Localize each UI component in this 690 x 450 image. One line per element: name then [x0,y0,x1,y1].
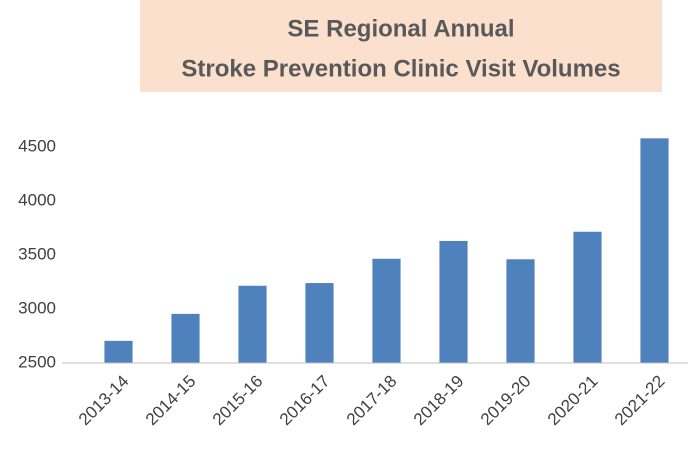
x-tick-label: 2021-22 [611,372,669,430]
y-tick-label: 3000 [18,298,56,317]
bar [305,283,334,363]
chart-title: Stroke Prevention Clinic Visit Volumes [181,55,620,82]
bar [104,340,133,363]
x-tick-label: 2015-16 [209,372,267,430]
bar [640,138,669,363]
bar [372,258,401,363]
title-box [140,0,662,92]
y-tick-label: 4500 [18,136,56,155]
bar [171,313,200,363]
chart-title: SE Regional Annual [287,15,514,42]
x-tick-label: 2016-17 [276,372,334,430]
x-tick-label: 2014-15 [142,372,200,430]
x-tick-label: 2018-19 [410,372,468,430]
y-tick-label: 2500 [18,352,56,371]
y-tick-label: 3500 [18,244,56,263]
bar [573,231,602,363]
x-tick-label: 2013-14 [75,372,133,430]
x-tick-label: 2017-18 [343,372,401,430]
x-tick-label: 2020-21 [544,372,602,430]
y-tick-label: 4000 [18,190,56,209]
x-tick-label: 2019-20 [477,372,535,430]
bar [506,259,535,363]
bar [238,285,267,363]
bar [439,240,468,363]
